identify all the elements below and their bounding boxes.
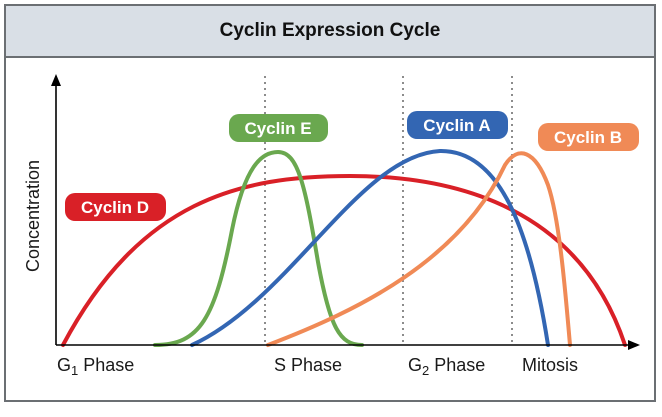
cyclin-b-tag: Cyclin B <box>538 123 639 151</box>
cyclin-a-label: Cyclin A <box>423 116 490 135</box>
cyclin-e-tag: Cyclin E <box>229 114 328 142</box>
title-bar: Cyclin Expression Cycle <box>6 6 654 58</box>
phase-label-g1: G1 Phase <box>57 355 134 378</box>
cyclin-a-tag-bg <box>407 111 508 139</box>
cyclin-e-tag-bg <box>229 114 328 142</box>
cyclin-d-label: Cyclin D <box>81 198 149 217</box>
phase-label-mitosis: Mitosis <box>522 355 578 375</box>
phase-label-s: S Phase <box>274 355 342 375</box>
cyclin-e-curve <box>153 150 364 347</box>
cyclin-e-label: Cyclin E <box>244 119 311 138</box>
cyclin-d-curve <box>61 174 627 347</box>
cyclin-a-tag: Cyclin A <box>407 111 508 139</box>
cyclin-b-curve <box>266 151 572 347</box>
y-axis-label: Concentration <box>23 160 43 272</box>
cyclin-d-tag: Cyclin D <box>65 193 166 221</box>
x-axis-arrowhead <box>628 340 640 350</box>
y-axis-arrowhead <box>51 74 61 86</box>
diagram-title: Cyclin Expression Cycle <box>219 20 441 41</box>
cyclin-a-curve <box>190 148 550 347</box>
cyclin-b-label: Cyclin B <box>554 128 622 147</box>
cyclin-d-tag-bg <box>65 193 166 221</box>
phase-label-g2: G2 Phase <box>408 355 485 378</box>
cyclin-b-tag-bg <box>538 123 639 151</box>
